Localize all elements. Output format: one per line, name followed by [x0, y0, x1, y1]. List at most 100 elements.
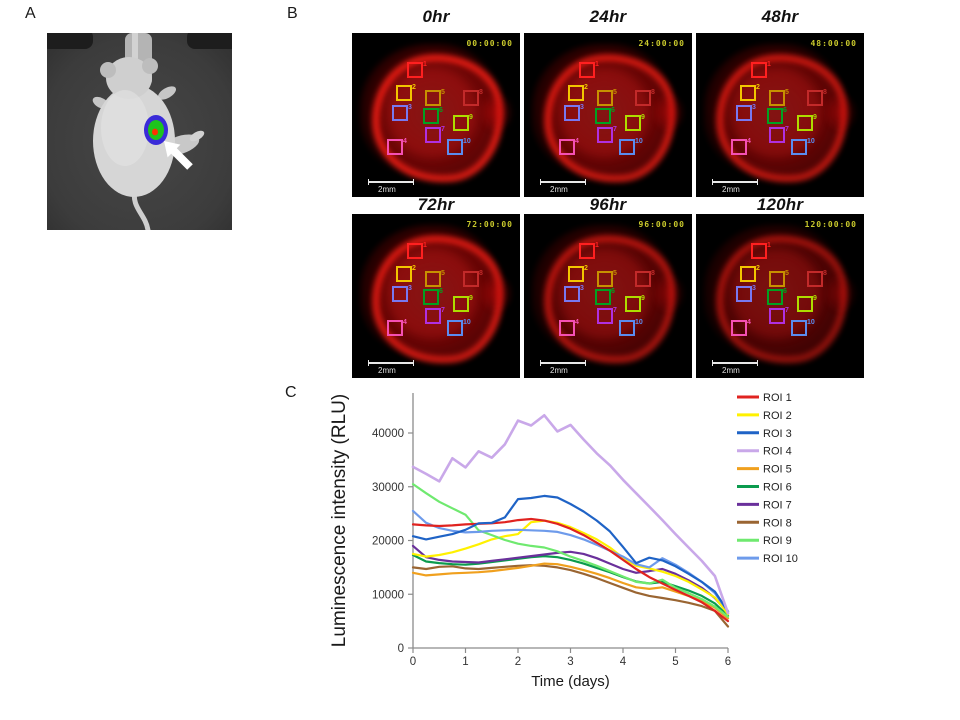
- roi-box-2: 2: [396, 265, 416, 282]
- legend-label-1: ROI 1: [763, 392, 792, 404]
- roi-number: 3: [408, 104, 412, 111]
- mouse-ear-right: [142, 58, 158, 74]
- roi-box-10: 10: [619, 319, 643, 336]
- roi-box-7: 7: [597, 307, 617, 324]
- roi-box-4: 4: [731, 138, 751, 155]
- roi-box-4: 4: [387, 138, 407, 155]
- roi-number: 6: [439, 288, 443, 295]
- chart-series-ROI-4: [411, 413, 730, 615]
- roi-number: 4: [403, 138, 407, 145]
- panel-b-label: B: [287, 5, 298, 22]
- timepoint-title: 0hr: [422, 7, 450, 26]
- roi-number: 5: [613, 89, 617, 96]
- roi-number: 9: [469, 114, 473, 121]
- roi-box-6: 6: [595, 107, 615, 124]
- roi-box-1: 1: [407, 242, 427, 259]
- roi-box-7: 7: [425, 126, 445, 143]
- fluorescence-image-24hr: 24:00:00 1 2 3 4 5 6 7 8 9 10 2mm: [524, 33, 692, 197]
- panel-a-label: A: [25, 5, 36, 22]
- roi-number: 9: [641, 295, 645, 302]
- roi-box-4: 4: [559, 138, 579, 155]
- roi-number: 2: [756, 265, 760, 272]
- roi-number: 10: [635, 319, 643, 326]
- timepoint-title: 120hr: [756, 195, 804, 214]
- roi-number: 10: [463, 319, 471, 326]
- fluorescence-image-96hr: 96:00:00 1 2 3 4 5 6 7 8 9 10 2mm: [524, 214, 692, 378]
- scale-bar-label: 2mm: [550, 185, 568, 194]
- roi-box-8: 8: [463, 270, 483, 287]
- tissue-blob: [823, 274, 856, 313]
- roi-number: 10: [463, 138, 471, 145]
- roi-box-9: 9: [453, 295, 473, 312]
- roi-box-1: 1: [579, 61, 599, 78]
- roi-number: 2: [584, 84, 588, 91]
- roi-box-9: 9: [625, 295, 645, 312]
- roi-box-6: 6: [595, 288, 615, 305]
- x-tick-label: 2: [515, 656, 521, 668]
- x-axis-title: Time (days): [531, 673, 610, 690]
- scale-bar-label: 2mm: [378, 366, 396, 375]
- timepoint-title: 96hr: [589, 195, 627, 214]
- legend-label-10: ROI 10: [763, 553, 798, 565]
- roi-box-10: 10: [619, 138, 643, 155]
- tissue-blob: [823, 93, 856, 132]
- roi-number: 9: [469, 295, 473, 302]
- roi-number: 7: [441, 307, 445, 314]
- roi-number: 4: [747, 319, 751, 326]
- mouse-illustration: [47, 33, 232, 230]
- tissue-blob: [651, 93, 684, 132]
- roi-number: 1: [767, 242, 771, 249]
- roi-box-10: 10: [791, 138, 815, 155]
- scale-bar: [540, 360, 586, 366]
- roi-number: 8: [479, 270, 483, 277]
- mouse-ear-left: [100, 62, 116, 78]
- roi-box-5: 5: [769, 89, 789, 106]
- scale-bar-label: 2mm: [722, 366, 740, 375]
- roi-box-7: 7: [597, 126, 617, 143]
- roi-number: 5: [785, 270, 789, 277]
- x-tick-label: 1: [462, 656, 468, 668]
- chart-series-ROI-10: [411, 509, 730, 613]
- roi-number: 8: [651, 89, 655, 96]
- roi-number: 7: [613, 126, 617, 133]
- timestamp-overlay: 72:00:00: [466, 220, 513, 229]
- roi-box-5: 5: [597, 89, 617, 106]
- roi-box-2: 2: [396, 84, 416, 101]
- x-tick-label: 0: [410, 656, 416, 668]
- mouse-head: [106, 57, 152, 99]
- roi-box-3: 3: [736, 104, 756, 121]
- luminescence-line-chart: 0 10000 20000 30000 40000 0 1 2 3 4 5 6 Luminescence…: [329, 392, 798, 690]
- timepoint-title: 24hr: [589, 7, 627, 26]
- scale-bar: [368, 360, 414, 366]
- roi-box-6: 6: [767, 107, 787, 124]
- roi-box-5: 5: [597, 270, 617, 287]
- roi-number: 2: [412, 84, 416, 91]
- roi-box-6: 6: [767, 288, 787, 305]
- legend-label-3: ROI 3: [763, 428, 792, 440]
- roi-number: 2: [584, 265, 588, 272]
- tissue-blob: [479, 274, 512, 313]
- roi-box-3: 3: [564, 104, 584, 121]
- roi-number: 1: [767, 61, 771, 68]
- roi-number: 7: [785, 307, 789, 314]
- legend-label-7: ROI 7: [763, 499, 792, 511]
- roi-box-2: 2: [568, 265, 588, 282]
- timestamp-overlay: 00:00:00: [466, 39, 513, 48]
- roi-box-2: 2: [568, 84, 588, 101]
- roi-number: 2: [412, 265, 416, 272]
- x-tick-label: 3: [567, 656, 573, 668]
- roi-box-10: 10: [447, 138, 471, 155]
- bioluminescence-spot: [144, 115, 168, 145]
- roi-box-4: 4: [731, 319, 751, 336]
- roi-number: 4: [747, 138, 751, 145]
- y-axis-title: Luminescence intensity (RLU): [329, 394, 350, 647]
- roi-box-1: 1: [407, 61, 427, 78]
- legend-label-2: ROI 2: [763, 410, 792, 422]
- roi-box-9: 9: [797, 114, 817, 131]
- tissue-blob: [651, 274, 684, 313]
- chart-series-ROI-3: [411, 494, 730, 613]
- legend-label-6: ROI 6: [763, 482, 792, 494]
- roi-box-5: 5: [425, 270, 445, 287]
- roi-number: 6: [611, 107, 615, 114]
- roi-box-3: 3: [392, 104, 412, 121]
